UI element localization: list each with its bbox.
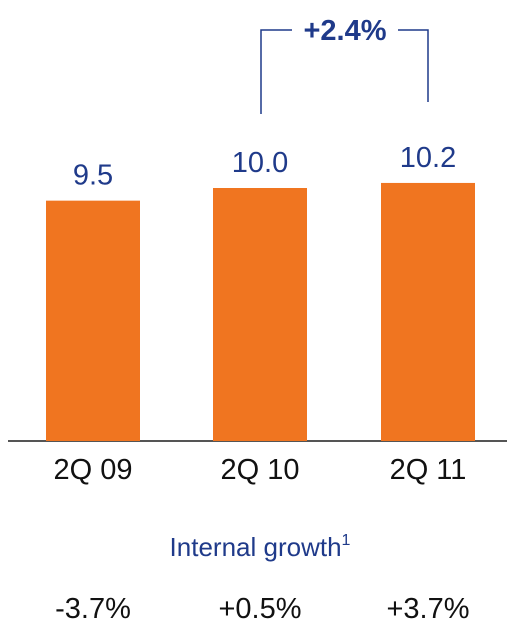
growth-value-2q10: +0.5% <box>218 593 301 625</box>
bar-2q11 <box>381 182 475 441</box>
growth-value-2q11: +3.7% <box>386 593 469 625</box>
change-label: +2.4% <box>303 15 386 47</box>
internal-growth-title: Internal growth1 <box>170 532 351 562</box>
value-label-2q11: 10.2 <box>400 142 456 174</box>
growth-value-2q09: -3.7% <box>55 593 131 625</box>
bar-2q09 <box>46 200 140 441</box>
category-label-2q09: 2Q 09 <box>54 454 133 486</box>
value-label-2q10: 10.0 <box>232 147 288 179</box>
category-label-2q10: 2Q 10 <box>221 454 300 486</box>
change-bracket <box>260 29 429 114</box>
bar-2q10 <box>213 188 307 441</box>
value-label-2q09: 9.5 <box>73 160 113 192</box>
category-label-2q11: 2Q 11 <box>390 454 467 486</box>
